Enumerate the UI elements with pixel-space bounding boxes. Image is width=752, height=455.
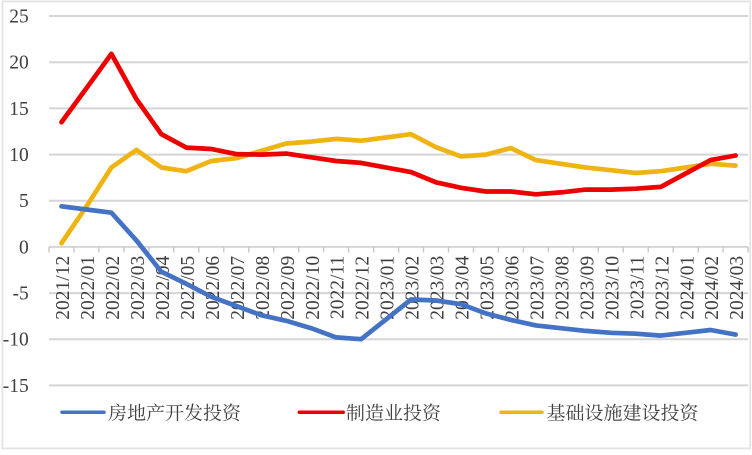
svg-text:2022/08: 2022/08 (253, 256, 274, 320)
svg-text:2022/12: 2022/12 (353, 256, 374, 320)
svg-text:2022/06: 2022/06 (203, 256, 224, 320)
svg-text:25: 25 (9, 7, 29, 28)
svg-text:2023/05: 2023/05 (478, 256, 499, 320)
svg-text:2024/01: 2024/01 (677, 256, 698, 320)
svg-text:2023/07: 2023/07 (528, 256, 549, 320)
svg-text:2022/03: 2022/03 (128, 256, 149, 320)
svg-text:2023/11: 2023/11 (627, 256, 648, 319)
svg-text:2023/01: 2023/01 (378, 256, 399, 320)
svg-text:-15: -15 (3, 376, 29, 397)
svg-text:0: 0 (19, 237, 29, 258)
svg-text:2023/12: 2023/12 (652, 256, 673, 320)
svg-text:2022/09: 2022/09 (278, 256, 299, 320)
svg-text:2024/03: 2024/03 (727, 256, 748, 320)
svg-text:-10: -10 (3, 330, 29, 351)
svg-text:20: 20 (9, 53, 29, 74)
svg-text:2021/12: 2021/12 (53, 256, 74, 320)
svg-text:2023/08: 2023/08 (552, 256, 573, 320)
svg-text:10: 10 (9, 145, 29, 166)
svg-text:2022/01: 2022/01 (78, 256, 99, 320)
svg-text:2023/03: 2023/03 (428, 256, 449, 320)
svg-text:2023/02: 2023/02 (403, 256, 424, 320)
svg-text:2023/10: 2023/10 (602, 256, 623, 320)
svg-text:5: 5 (19, 191, 29, 212)
svg-text:2022/11: 2022/11 (328, 256, 349, 319)
svg-text:2022/10: 2022/10 (303, 256, 324, 320)
svg-text:2023/09: 2023/09 (577, 256, 598, 320)
svg-text:2023/06: 2023/06 (503, 256, 524, 320)
svg-text:2024/02: 2024/02 (702, 256, 723, 320)
svg-text:2022/02: 2022/02 (103, 256, 124, 320)
svg-text:-5: -5 (13, 284, 29, 305)
svg-text:2022/05: 2022/05 (178, 256, 199, 320)
svg-text:15: 15 (9, 99, 29, 120)
